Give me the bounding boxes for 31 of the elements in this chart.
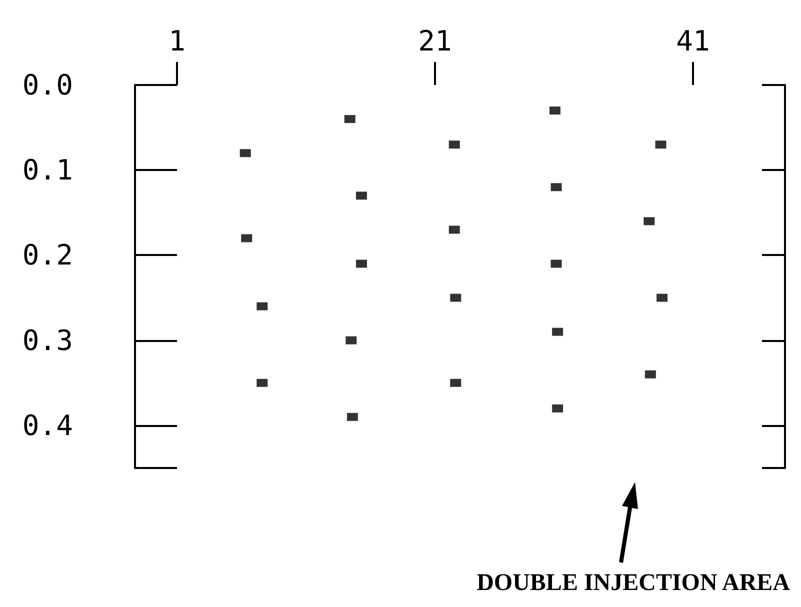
text: DOUBLE INJECTION AREA: [476, 570, 790, 597]
point: [550, 183, 562, 192]
point: [549, 106, 560, 115]
point: [450, 378, 462, 387]
point: [346, 336, 357, 344]
y-tick-label: 0.4: [22, 408, 73, 442]
point: [550, 260, 562, 268]
point: [450, 294, 462, 302]
point: [552, 404, 564, 412]
point: [656, 294, 668, 302]
point: [356, 260, 367, 268]
point: [448, 140, 460, 149]
point: [552, 328, 564, 336]
y-tick-label: 0.2: [22, 238, 73, 272]
y-tick-label: 0.1: [22, 154, 73, 187]
point: [256, 378, 268, 387]
y-tick-label: 0.0: [22, 68, 73, 102]
point: [344, 115, 356, 124]
y-tick-label: 0.3: [22, 324, 73, 357]
point: [356, 192, 367, 200]
point: [644, 217, 655, 226]
point: [241, 234, 252, 242]
x-tick-label: 41: [676, 24, 710, 58]
point: [346, 412, 358, 421]
point: [644, 370, 656, 378]
x-tick-label: 1: [168, 24, 186, 58]
point: [240, 149, 251, 158]
point: [655, 140, 666, 149]
point: [256, 302, 268, 310]
point: [448, 226, 460, 234]
x-tick-label: 21: [418, 24, 452, 58]
